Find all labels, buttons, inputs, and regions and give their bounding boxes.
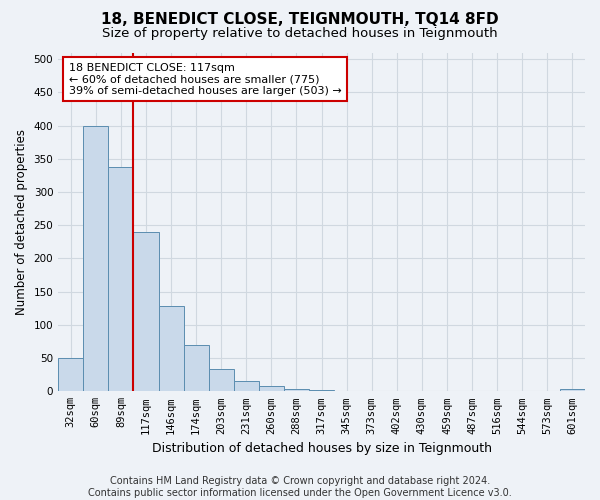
Bar	[334, 390, 359, 392]
X-axis label: Distribution of detached houses by size in Teignmouth: Distribution of detached houses by size …	[152, 442, 491, 455]
Bar	[385, 390, 409, 392]
Bar	[184, 345, 209, 392]
Bar	[560, 390, 585, 392]
Bar	[284, 390, 309, 392]
Text: 18 BENEDICT CLOSE: 117sqm
← 60% of detached houses are smaller (775)
39% of semi: 18 BENEDICT CLOSE: 117sqm ← 60% of detac…	[69, 62, 341, 96]
Bar	[359, 390, 385, 392]
Bar	[234, 382, 259, 392]
Bar	[83, 126, 109, 392]
Bar	[158, 306, 184, 392]
Text: Contains HM Land Registry data © Crown copyright and database right 2024.
Contai: Contains HM Land Registry data © Crown c…	[88, 476, 512, 498]
Bar	[259, 386, 284, 392]
Bar	[434, 390, 460, 392]
Bar	[209, 370, 234, 392]
Text: Size of property relative to detached houses in Teignmouth: Size of property relative to detached ho…	[102, 28, 498, 40]
Bar	[109, 167, 133, 392]
Bar	[58, 358, 83, 392]
Y-axis label: Number of detached properties: Number of detached properties	[15, 129, 28, 315]
Bar	[133, 232, 158, 392]
Bar	[309, 390, 334, 392]
Text: 18, BENEDICT CLOSE, TEIGNMOUTH, TQ14 8FD: 18, BENEDICT CLOSE, TEIGNMOUTH, TQ14 8FD	[101, 12, 499, 28]
